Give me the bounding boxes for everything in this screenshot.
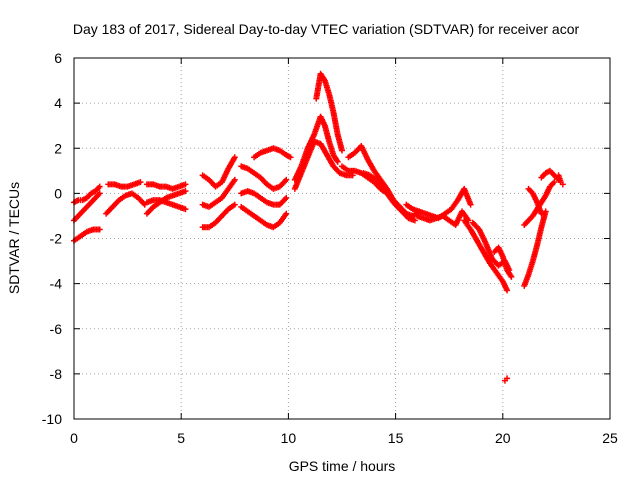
y-tick-label: -8 bbox=[50, 366, 63, 382]
x-tick-label: 10 bbox=[281, 430, 297, 446]
x-tick-label: 5 bbox=[177, 430, 185, 446]
plot-frame bbox=[73, 57, 611, 420]
y-tick-label: 6 bbox=[54, 50, 62, 66]
y-tick-label: -6 bbox=[50, 321, 63, 337]
series-arc-i2 bbox=[469, 219, 513, 274]
series-arc-i3 bbox=[491, 244, 515, 280]
data-points bbox=[71, 70, 566, 384]
series-arc-j2 bbox=[521, 179, 558, 228]
series-arc-e4 bbox=[251, 145, 294, 161]
series-arc-a3 bbox=[71, 226, 103, 244]
series-arc-a1 bbox=[71, 183, 103, 206]
series-arc-j5 bbox=[555, 172, 566, 188]
y-tick-label: -10 bbox=[42, 411, 62, 427]
series-arc-i1 bbox=[461, 217, 511, 294]
series-arc-d3 bbox=[199, 201, 238, 231]
series-arc-f3 bbox=[291, 138, 356, 192]
series-arc-f1 bbox=[291, 113, 341, 183]
x-axis-label: GPS time / hours bbox=[289, 458, 396, 474]
series-arc-j1 bbox=[521, 208, 549, 289]
y-tick-label: -2 bbox=[50, 231, 63, 247]
series-arc-e1 bbox=[238, 163, 290, 192]
series-arc-b2 bbox=[103, 190, 148, 217]
y-axis-label: SDTVAR / TECUs bbox=[6, 182, 22, 294]
series-arc-c3 bbox=[143, 197, 189, 213]
x-tick-label: 25 bbox=[602, 430, 618, 446]
y-tick-label: 2 bbox=[54, 140, 62, 156]
series-arc-j3 bbox=[525, 185, 545, 217]
y-tick-label: 4 bbox=[54, 95, 62, 111]
y-tick-label: -4 bbox=[50, 276, 63, 292]
x-tick-label: 15 bbox=[388, 430, 404, 446]
series-arc-e2 bbox=[238, 188, 290, 208]
series-arc-i4 bbox=[501, 375, 511, 384]
series-arc-h2 bbox=[414, 208, 472, 228]
series-arc-f2 bbox=[313, 70, 345, 154]
series-arc-c1 bbox=[143, 181, 189, 192]
y-tick-label: 0 bbox=[54, 185, 62, 201]
grid-lines bbox=[74, 58, 610, 419]
series-arc-g3 bbox=[360, 170, 418, 224]
series-arc-e3 bbox=[238, 203, 290, 231]
series-arc-a2 bbox=[71, 190, 103, 224]
chart-title: Day 183 of 2017, Sidereal Day-to-day VTE… bbox=[73, 21, 580, 37]
series-arc-d2 bbox=[199, 176, 238, 210]
x-tick-label: 20 bbox=[495, 430, 511, 446]
series-arc-b1 bbox=[105, 179, 144, 190]
series-arc-d1 bbox=[199, 154, 238, 190]
x-tick-label: 0 bbox=[70, 430, 78, 446]
